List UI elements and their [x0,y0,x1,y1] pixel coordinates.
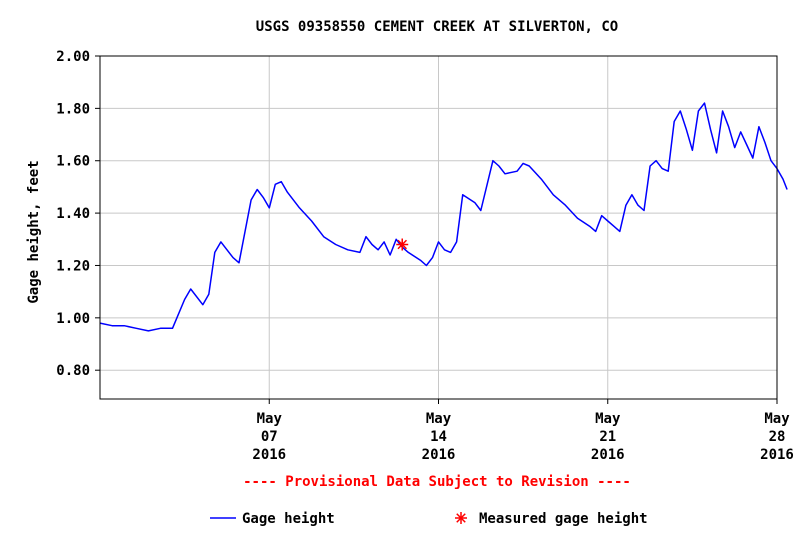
plot-series [99,102,788,332]
x-tick-label: 14 [430,429,447,445]
gage-height-line [99,102,788,332]
x-tick-label: 2016 [760,447,794,463]
x-tick-label: May [257,411,283,427]
y-tick-label: 0.80 [56,363,90,379]
x-tick-label: May [764,411,790,427]
y-tick-label: 1.80 [56,101,90,117]
provisional-notice: ---- Provisional Data Subject to Revisio… [243,474,631,490]
y-tick-label: 1.40 [56,206,90,222]
grid-lines [100,55,778,399]
chart-title: USGS 09358550 CEMENT CREEK AT SILVERTON,… [256,19,618,35]
y-axis-label: Gage height, feet [26,160,42,303]
x-tick-label: 28 [769,429,786,445]
x-tick-label: May [426,411,452,427]
y-tick-label: 2.00 [56,49,90,65]
y-axis-ticks: 2.00 1.80 1.60 1.40 1.20 1.00 0.80 [56,49,100,379]
x-tick-label: 2016 [422,447,456,463]
legend: Gage height Measured gage height [210,511,648,527]
y-tick-label: 1.00 [56,311,90,327]
y-tick-label: 1.20 [56,258,90,274]
x-tick-label: 07 [261,429,278,445]
legend-asterisk-swatch [455,512,467,524]
legend-label-measured-gage-height: Measured gage height [479,511,648,527]
plot-area-frame [99,55,778,400]
x-tick-label: 2016 [591,447,625,463]
x-tick-label: 2016 [252,447,286,463]
legend-label-gage-height: Gage height [242,511,335,527]
x-tick-label: 21 [599,429,616,445]
measured-gage-height-point [396,238,409,251]
y-tick-label: 1.60 [56,154,90,170]
x-axis-ticks: May 07 2016 May 14 2016 May 21 2016 May 28 2016 [252,399,794,463]
x-tick-label: May [595,411,621,427]
